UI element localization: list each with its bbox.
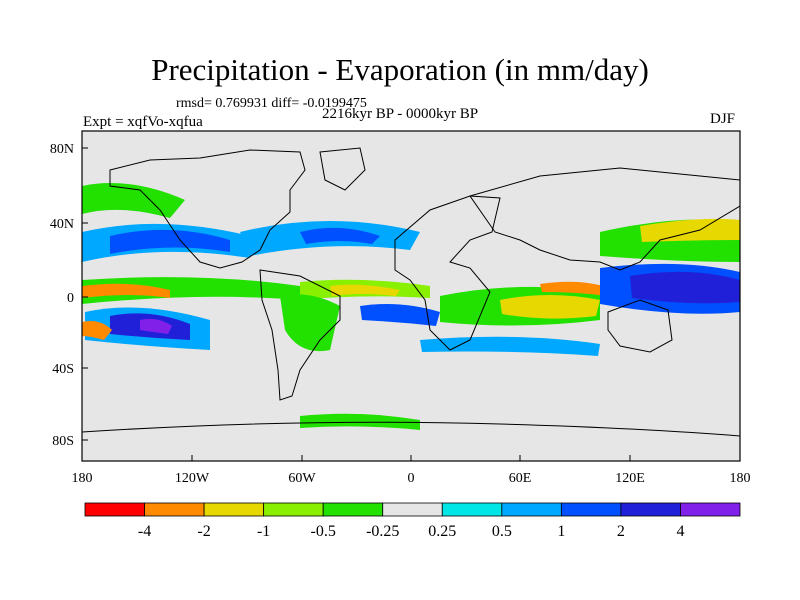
colorbar-box [620,502,681,517]
longitude-axis: 180 120W 60W 0 60E 120E 180 [72,455,751,486]
lat-tick-label: 40N [50,217,74,232]
colorbar-box [560,502,622,517]
page-title: Precipitation - Evaporation (in mm/day) [151,52,649,87]
period-label: 2216kyr BP - 0000kyr BP [322,106,479,122]
colorbar-label: -1 [257,523,270,540]
colorbar-box [441,502,503,517]
colorbar-label: -0.25 [366,523,399,540]
colorbar-label: -4 [138,523,151,540]
lat-tick-label: 80S [52,434,74,449]
lat-tick-label: 0 [67,291,74,306]
colorbar-label: 4 [676,523,684,540]
colorbar: -4 -2 -1 -0.5 -0.25 0.25 0.5 1 2 4 [84,502,741,540]
colorbar-box [382,502,443,517]
lon-tick-label: 60W [288,471,316,486]
lon-tick-label: 120E [615,471,645,486]
experiment-label: Expt = xqfVo-xqfua [83,114,203,130]
colorbar-label: 1 [557,523,565,540]
season-label: DJF [710,111,736,127]
colorbar-box [680,502,741,517]
latitude-axis: 80N 40N 0 40S 80S [50,142,88,449]
coastlines [82,147,740,437]
colorbar-label: 2 [617,523,625,540]
lon-tick-label: 120W [175,471,210,486]
colorbar-box [84,502,145,517]
colorbar-box [322,502,384,517]
lat-tick-label: 40S [52,362,74,377]
lon-tick-label: 180 [730,471,751,486]
colorbar-label: 0.5 [492,523,512,540]
lon-tick-label: 180 [72,471,93,486]
colorbar-label: 0.25 [428,523,456,540]
lat-tick-label: 80N [50,142,74,157]
colorbar-box [263,502,324,517]
colorbar-label: -0.5 [311,523,336,540]
lon-tick-label: 0 [408,471,415,486]
colorbar-box [203,502,265,517]
colorbar-box [501,502,562,517]
colorbar-box [144,502,205,517]
lon-tick-label: 60E [509,471,532,486]
stats-label: rmsd= 0.769931 diff= -0.0199475 [176,96,367,111]
colorbar-label: -2 [197,523,210,540]
